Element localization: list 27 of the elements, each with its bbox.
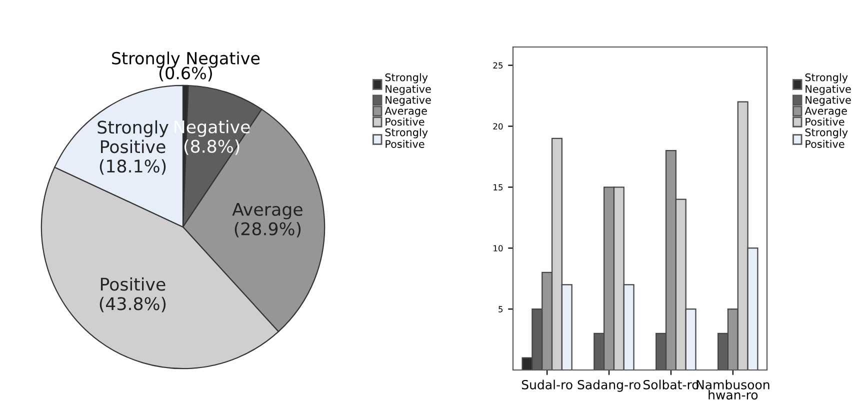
- slice-label: Strongly Positive: [98, 120, 168, 154]
- data-label: (43.8%): [100, 296, 166, 312]
- slice-label: Strongly Negative: [112, 52, 260, 68]
- legend-label: Strongly Positive: [805, 128, 848, 148]
- data-label: (8.8%): [184, 139, 240, 155]
- legend-label: Negative: [386, 96, 431, 106]
- y-tick-label: 20: [493, 123, 503, 130]
- legend-label: Negative: [806, 96, 851, 106]
- legend-label: Average: [384, 107, 427, 117]
- y-tick-label: 25: [493, 62, 503, 69]
- y-tick-label: 10: [494, 245, 503, 252]
- legend-label: Strongly Negative: [385, 73, 431, 95]
- data-label: (18.1%): [100, 159, 166, 175]
- x-tick-label: Solbat-ro: [644, 380, 699, 390]
- legend-label: Positive: [386, 118, 424, 126]
- slice-label: Average: [232, 203, 302, 220]
- x-tick-label: Nambusoon hwan-ro: [696, 380, 770, 400]
- legend-label: Average: [804, 107, 847, 117]
- legend-label: Strongly Negative: [805, 73, 851, 95]
- data-label: (28.9%): [234, 222, 301, 238]
- y-tick-label: 5: [498, 306, 503, 312]
- x-tick-label: Sudal-ro: [522, 380, 572, 390]
- legend-label: Positive: [806, 118, 844, 126]
- slice-label: Positive: [100, 277, 166, 291]
- legend-label: Strongly Positive: [385, 128, 428, 148]
- y-tick-label: 15: [494, 184, 503, 190]
- x-tick-label: Sadang-ro: [578, 380, 640, 392]
